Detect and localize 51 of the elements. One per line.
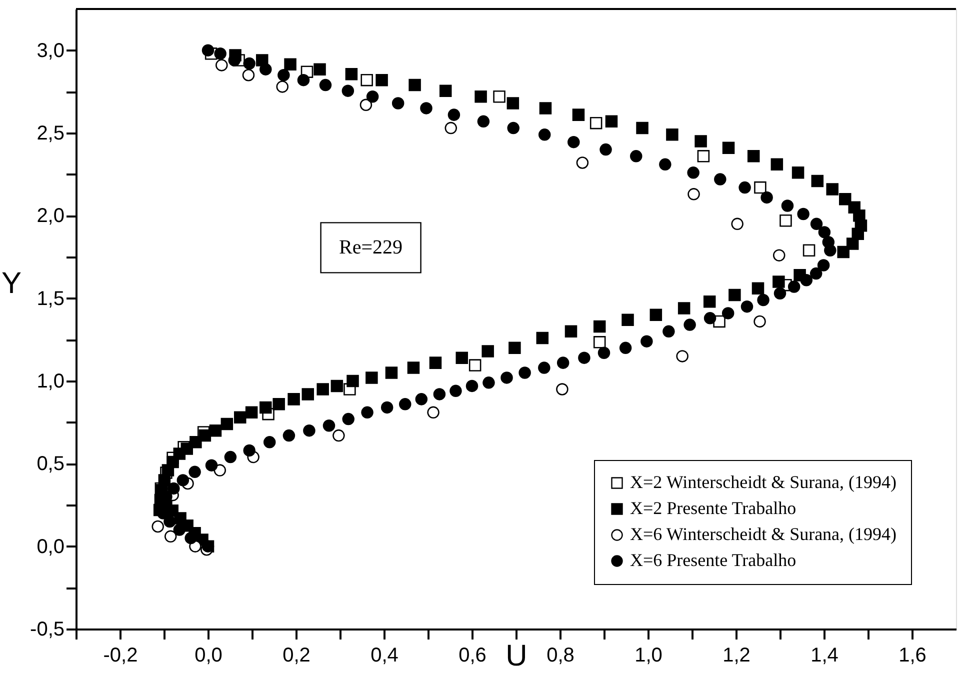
legend-label: X=2 Winterscheidt & Surana, (1994) [630, 472, 897, 492]
point [556, 383, 568, 396]
y-tick-label: 0,5 [36, 453, 64, 476]
point [688, 188, 700, 200]
x-tick-label: 0,0 [194, 644, 222, 666]
point [276, 80, 288, 93]
legend-label: X=6 Winterscheidt & Surana, (1994) [630, 524, 897, 544]
legend-label: X=2 Presente Trabalho [630, 498, 796, 518]
point [444, 122, 458, 134]
x-tick-label: 1,0 [634, 644, 662, 666]
point [214, 464, 226, 476]
x-tick-label: 1,2 [722, 644, 750, 666]
y-tick-label: 2,0 [36, 205, 64, 228]
point [780, 214, 792, 227]
y-tick-label: -0,5 [30, 618, 64, 640]
x-tick-label: 1,6 [898, 644, 926, 666]
point [802, 244, 816, 257]
point [242, 69, 255, 82]
point [754, 315, 766, 328]
legend-label: X=6 Presente Trabalho [630, 550, 796, 570]
y-tick-label: 3,0 [36, 40, 64, 62]
y-tick-label: 0,0 [36, 536, 64, 558]
y-tick-label: 1,0 [36, 370, 64, 392]
x-tick-label: 0,4 [370, 644, 398, 666]
x-tick-label: -0,2 [103, 644, 138, 666]
point [332, 429, 345, 442]
point [772, 249, 786, 262]
point [754, 181, 766, 194]
point [493, 90, 506, 103]
point [216, 59, 228, 72]
point [697, 150, 710, 162]
point [468, 359, 482, 372]
point [676, 350, 688, 362]
y-tick-label: 1,5 [36, 288, 64, 310]
point [593, 336, 606, 348]
point [731, 218, 744, 230]
x-tick-label: 0,8 [546, 644, 574, 666]
point [360, 74, 373, 86]
x-axis-title: U [506, 640, 528, 672]
x-tick-label: 0,6 [458, 644, 486, 666]
point [590, 116, 602, 130]
point [164, 530, 177, 543]
point [360, 98, 372, 112]
point [427, 406, 440, 419]
point [576, 156, 589, 169]
y-tick-label: 2,5 [36, 122, 64, 144]
x-tick-label: 0,2 [282, 644, 310, 666]
y-axis-title: Y [1, 266, 22, 300]
x-tick-label: 1,4 [810, 644, 838, 666]
annotation: Re=229 [339, 236, 403, 259]
point [152, 520, 164, 533]
